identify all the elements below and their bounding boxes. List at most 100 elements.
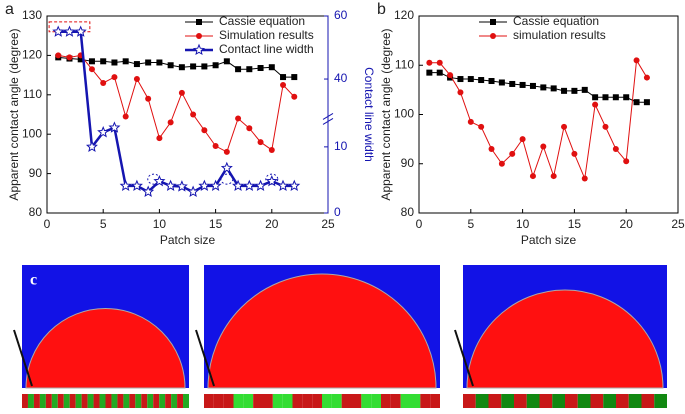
marker [246,66,253,73]
marker [519,136,526,143]
marker [540,84,547,91]
patch [253,394,263,408]
y2-tick-label: 0 [334,205,341,219]
patch [99,394,106,408]
patch [177,394,184,408]
patch [282,394,293,408]
droplet [207,273,437,389]
marker [223,148,230,155]
y-tick-label: 120 [22,48,42,62]
marker [280,81,287,88]
marker [201,63,208,70]
x-tick-label: 5 [467,217,474,231]
marker [198,179,211,191]
series-line [58,30,295,194]
patch [381,394,391,408]
marker [436,69,443,76]
x-tick-label: 15 [209,217,223,231]
marker [66,54,73,61]
legend-label: Contact line width [219,42,314,56]
marker [561,123,568,130]
x-tick-label: 10 [153,217,167,231]
patch [263,394,273,408]
annotation-circle [265,173,279,185]
marker [212,62,219,69]
y-tick-label: 130 [22,8,42,22]
patch [165,394,172,408]
marker [122,58,129,65]
marker [156,135,163,142]
patch [129,394,136,408]
y-tick-label: 120 [394,8,414,22]
legend-label: Cassie equation [513,14,599,28]
patch [51,394,58,408]
marker [467,118,474,125]
patch [341,394,352,408]
x-tick-label: 25 [671,217,685,231]
marker [88,66,95,73]
patch [45,394,52,408]
marker [156,59,163,66]
x-tick-label: 5 [100,217,107,231]
marker [223,58,230,65]
marker [196,33,202,39]
marker [254,179,267,191]
marker [164,179,177,191]
marker [509,150,516,157]
marker [540,143,547,150]
patch [410,394,421,408]
marker [550,173,557,180]
patch [322,394,332,408]
droplet [466,289,664,389]
y2-label: Contact line width [362,67,376,162]
y-tick-label: 110 [395,57,414,71]
marker [220,161,233,174]
marker [623,158,630,165]
legend-label: Simulation results [219,28,314,42]
patch [590,394,604,408]
patch [552,394,565,408]
patch [105,394,112,408]
marker [235,66,242,73]
marker [167,62,174,69]
y-tick-label: 110 [23,87,42,101]
marker [436,59,443,66]
marker [457,89,464,96]
marker [167,119,174,126]
patch [123,394,130,408]
patch [69,394,76,408]
patch [75,394,82,408]
marker [643,74,650,81]
marker [467,76,474,83]
series-line [58,56,295,78]
y-tick-label: 100 [22,126,42,140]
marker [187,185,200,197]
patch [488,394,502,408]
patch [87,394,94,408]
patch [361,394,372,408]
y-label: Apparent contact angle (degree) [7,28,21,200]
x-tick-label: 20 [620,217,634,231]
patch [577,394,591,408]
marker [571,87,578,94]
patch [135,394,142,408]
marker [291,93,298,100]
patch [565,394,578,408]
patch [539,394,553,408]
patch [526,394,540,408]
patch [331,394,342,408]
marker [426,69,433,76]
patch [233,394,244,408]
marker [571,150,578,157]
series-line [58,54,295,153]
marker [178,64,185,71]
marker [478,77,485,84]
patch [117,394,124,408]
marker [257,65,264,72]
marker [88,58,95,65]
marker [111,74,118,81]
marker [498,79,505,86]
marker [133,61,140,68]
patch [159,394,166,408]
